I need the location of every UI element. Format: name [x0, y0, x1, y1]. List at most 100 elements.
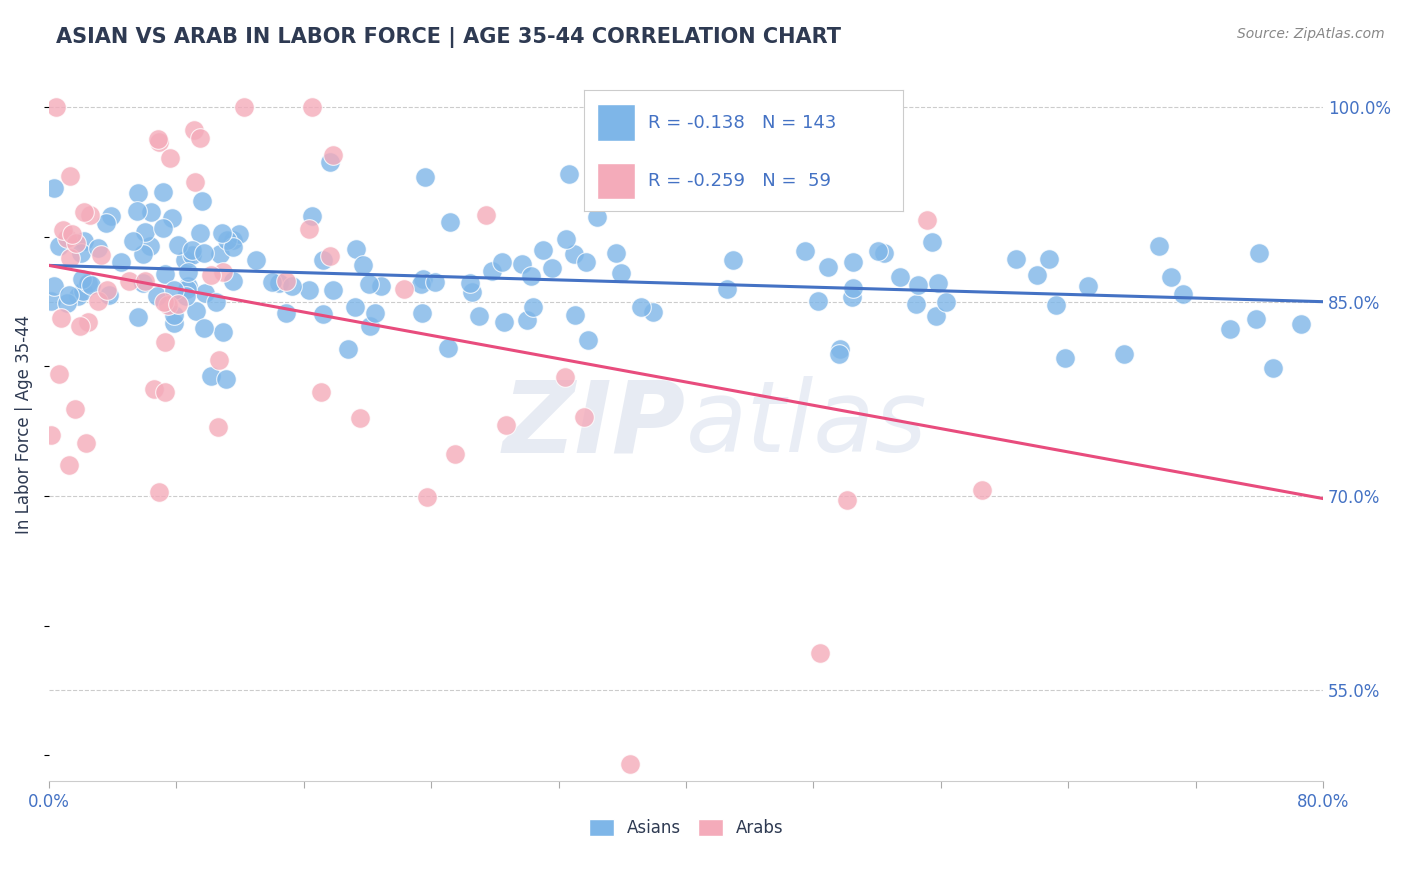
Point: [474, 208, 496, 222]
Point: [842, 255, 865, 269]
Point: [110, 254, 132, 268]
Point: [394, 282, 416, 296]
Point: [630, 300, 652, 314]
Point: [127, 310, 149, 325]
Point: [970, 483, 993, 497]
Point: [208, 352, 231, 367]
Point: [425, 275, 447, 289]
Legend: Asians, Arabs: Asians, Arabs: [582, 813, 790, 844]
Point: [65, 402, 87, 417]
Point: [56, 230, 79, 244]
Point: [411, 277, 433, 291]
Point: [212, 265, 235, 279]
Point: [176, 282, 198, 296]
Point: [76, 314, 98, 328]
Point: [42, 278, 65, 293]
Point: [260, 275, 283, 289]
Point: [73, 204, 96, 219]
Point: [58, 458, 80, 473]
Point: [134, 225, 156, 239]
Point: [641, 305, 664, 319]
Point: [531, 244, 554, 258]
Point: [200, 268, 222, 283]
Point: [510, 257, 533, 271]
Point: [194, 285, 217, 300]
Point: [439, 215, 461, 229]
Point: [148, 135, 170, 149]
Point: [69, 319, 91, 334]
Point: [1112, 347, 1135, 361]
Point: [153, 335, 176, 350]
Point: [70, 246, 93, 260]
Point: [122, 235, 145, 249]
Point: [311, 385, 333, 400]
Point: [830, 343, 852, 357]
Point: [927, 276, 949, 290]
Point: [188, 130, 211, 145]
Point: [344, 242, 367, 256]
Point: [117, 274, 139, 288]
Point: [1291, 317, 1313, 331]
Point: [245, 253, 267, 268]
Point: [163, 316, 186, 330]
Point: [125, 204, 148, 219]
Point: [562, 247, 585, 261]
Point: [495, 418, 517, 433]
Point: [207, 420, 229, 434]
Point: [173, 253, 195, 268]
Point: [467, 309, 489, 323]
Point: [177, 265, 200, 279]
Point: [163, 283, 186, 297]
Point: [357, 277, 380, 292]
Point: [66, 289, 89, 303]
Point: [167, 237, 190, 252]
Point: [228, 227, 250, 242]
Point: [519, 269, 541, 284]
Point: [281, 279, 304, 293]
Point: [1247, 245, 1270, 260]
Point: [298, 222, 321, 236]
Point: [148, 485, 170, 500]
Point: [1004, 252, 1026, 267]
Point: [100, 209, 122, 223]
Point: [184, 175, 207, 189]
Point: [180, 248, 202, 262]
Point: [166, 296, 188, 310]
Point: [48, 367, 70, 381]
Point: [183, 123, 205, 137]
Point: [554, 370, 576, 384]
Point: [159, 151, 181, 165]
Point: [155, 267, 177, 281]
Point: [564, 308, 586, 322]
Point: [52, 223, 75, 237]
Point: [416, 490, 439, 504]
Point: [319, 248, 342, 262]
Point: [276, 305, 298, 319]
Point: [842, 281, 865, 295]
Point: [163, 308, 186, 322]
Point: [87, 241, 110, 255]
Point: [131, 276, 153, 290]
Point: [873, 246, 896, 260]
Point: [127, 186, 149, 200]
Point: [59, 169, 82, 183]
Point: [1160, 269, 1182, 284]
Point: [152, 185, 174, 199]
Point: [413, 169, 436, 184]
Point: [87, 294, 110, 309]
Point: [716, 282, 738, 296]
Point: [1244, 312, 1267, 326]
Point: [174, 289, 197, 303]
Point: [904, 297, 927, 311]
Point: [915, 213, 938, 227]
Point: [153, 294, 176, 309]
Point: [146, 132, 169, 146]
Point: [301, 100, 323, 114]
Point: [160, 211, 183, 225]
Point: [80, 277, 103, 292]
Point: [269, 276, 291, 290]
Point: [152, 221, 174, 235]
Point: [45, 100, 67, 114]
Point: [575, 255, 598, 269]
Point: [322, 148, 344, 162]
